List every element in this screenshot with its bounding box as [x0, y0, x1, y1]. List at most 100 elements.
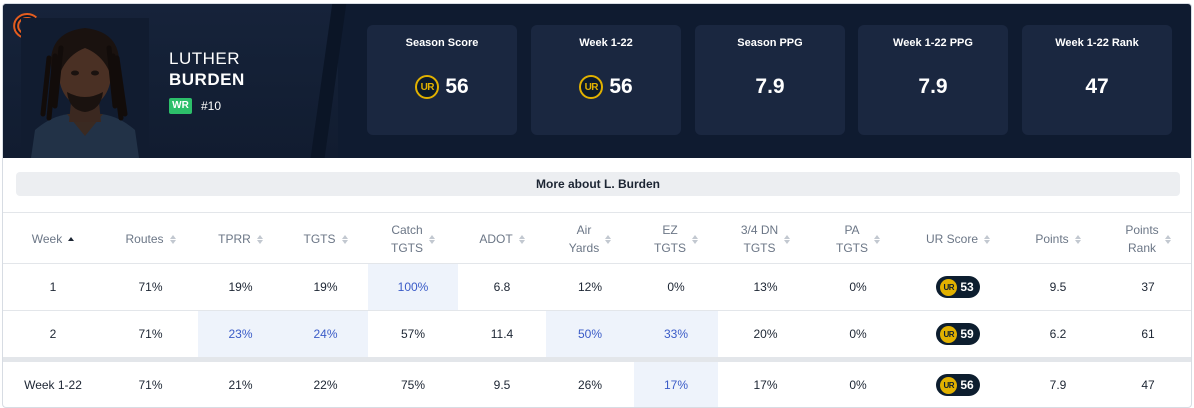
cell-air-yards: 26% [577, 378, 603, 392]
cell-ez-tgts: 0% [667, 280, 685, 294]
cell-points: 6.2 [1049, 327, 1067, 341]
cell-pa-tgts: 0% [849, 280, 867, 294]
cell-pa-tgts: 0% [849, 327, 867, 341]
sort-icon [429, 234, 435, 244]
table-total-row: Week 1-22 71% 21% 22% 75% 9.5 26% 17% 17… [3, 362, 1191, 407]
sort-icon [169, 234, 176, 244]
table-row: 1 71% 19% 19% 100% 6.8 12% 0% 13% 0% UR … [3, 264, 1191, 311]
cell-points: 7.9 [1049, 378, 1067, 392]
column-header-catch-tgts[interactable]: Catch TGTS [368, 213, 458, 265]
table-header-row: Week Routes TPRR TGTS Catch TGTS ADOT [3, 212, 1191, 265]
stat-card-value: 7.9 [755, 75, 785, 98]
cell-ez-tgts: 17% [634, 362, 718, 407]
sort-icon [1074, 234, 1081, 244]
column-header-points[interactable]: Points [1013, 213, 1103, 265]
cell-points-rank: 37 [1141, 280, 1155, 294]
cell-tgts: 19% [313, 280, 338, 294]
stat-card-week-score: Week 1-22 UR 56 [531, 25, 681, 135]
position-badge: WR [169, 98, 192, 114]
column-header-points-rank[interactable]: Points Rank [1103, 213, 1191, 265]
cell-week: Week 1-22 [24, 378, 82, 392]
stat-card-value: 47 [1085, 75, 1109, 98]
stat-card-title: Week 1-22 Rank [1055, 37, 1139, 49]
cell-catch-tgts: 100% [368, 264, 458, 310]
stat-card-season-score: Season Score UR 56 [367, 25, 517, 135]
column-header-tprr[interactable]: TPRR [198, 213, 283, 265]
column-header-tgts[interactable]: TGTS [283, 213, 368, 265]
cell-catch-tgts: 57% [400, 327, 426, 341]
column-header-air-yards[interactable]: Air Yards [546, 213, 634, 265]
total-row-divider [3, 358, 1191, 362]
stat-card-week-ppg: Week 1-22 PPG 7.9 [858, 25, 1008, 135]
sort-icon [874, 234, 880, 244]
cell-week: 1 [49, 280, 57, 294]
sort-icon [984, 234, 990, 244]
cell-ur-score: UR 56 [903, 362, 1013, 407]
ur-logo-icon: UR [940, 376, 958, 394]
cell-tprr: 21% [228, 378, 253, 392]
player-card: LUTHER BURDEN WR #10 Season Score UR 56 … [2, 3, 1192, 408]
stat-card-season-ppg: Season PPG 7.9 [695, 25, 845, 135]
column-header-ur-score[interactable]: UR Score [903, 213, 1013, 265]
column-header-routes[interactable]: Routes [103, 213, 198, 265]
stat-card-week-rank: Week 1-22 Rank 47 [1022, 25, 1172, 135]
sort-icon [341, 234, 348, 244]
sort-icon [68, 237, 75, 241]
column-header-week[interactable]: Week [3, 213, 103, 265]
sort-icon [692, 234, 698, 244]
cell-adot: 11.4 [490, 327, 514, 341]
more-about-player-button[interactable]: More about L. Burden [16, 172, 1180, 196]
cell-routes: 71% [138, 378, 163, 392]
cell-points: 9.5 [1049, 280, 1067, 294]
cell-air-yards: 12% [577, 280, 603, 294]
cell-3-4-dn-tgts: 13% [753, 280, 778, 294]
player-last-name: BURDEN [169, 70, 245, 89]
ur-logo-icon: UR [940, 278, 958, 296]
column-header-ez-tgts[interactable]: EZ TGTS [634, 213, 718, 265]
cell-routes: 71% [138, 280, 163, 294]
table-row: 2 71% 23% 24% 57% 11.4 50% 33% 20% 0% UR… [3, 311, 1191, 358]
cell-tprr: 23% [198, 311, 283, 357]
cell-catch-tgts: 75% [400, 378, 426, 392]
stat-card-value: 56 [609, 75, 633, 98]
stat-card-value: 56 [445, 75, 469, 98]
stat-card-title: Season PPG [737, 37, 803, 49]
column-header-adot[interactable]: ADOT [458, 213, 546, 265]
cell-ur-score: UR 59 [903, 311, 1013, 357]
stat-card-title: Week 1-22 [579, 37, 633, 49]
column-header-pa-tgts[interactable]: PA TGTS [813, 213, 903, 265]
cell-tprr: 19% [228, 280, 253, 294]
cell-week: 2 [49, 327, 57, 341]
cell-adot: 9.5 [493, 378, 511, 392]
cell-air-yards: 50% [546, 311, 634, 357]
sort-icon [256, 234, 263, 244]
stat-card-title: Week 1-22 PPG [893, 37, 973, 49]
cell-tgts: 22% [313, 378, 338, 392]
sort-icon [1164, 234, 1171, 244]
cell-pa-tgts: 0% [849, 378, 867, 392]
ur-score-badge: UR 56 [936, 374, 980, 396]
player-headshot [21, 18, 149, 158]
cell-tgts: 24% [283, 311, 368, 357]
cell-3-4-dn-tgts: 20% [753, 327, 778, 341]
stat-card-value: 7.9 [918, 75, 948, 98]
ur-logo-icon: UR [415, 75, 440, 99]
ur-score-badge: UR 59 [936, 323, 980, 345]
cell-adot: 6.8 [493, 280, 511, 294]
ur-logo-icon: UR [940, 325, 958, 343]
cell-ur-score: UR 53 [903, 264, 1013, 310]
column-header-3-4-dn-tgts[interactable]: 3/4 DN TGTS [718, 213, 813, 265]
cell-ez-tgts: 33% [634, 311, 718, 357]
jersey-number: #10 [201, 99, 222, 113]
sort-icon [605, 234, 612, 244]
player-header: LUTHER BURDEN WR #10 Season Score UR 56 … [3, 4, 1191, 158]
sort-icon [518, 234, 525, 244]
ur-score-badge: UR 53 [936, 276, 980, 298]
ur-logo-icon: UR [579, 75, 604, 99]
cell-points-rank: 61 [1141, 327, 1155, 341]
cell-points-rank: 47 [1141, 378, 1155, 392]
cell-3-4-dn-tgts: 17% [753, 378, 778, 392]
stat-card-title: Season Score [405, 37, 479, 49]
player-first-name: LUTHER [169, 49, 241, 68]
cell-routes: 71% [138, 327, 163, 341]
